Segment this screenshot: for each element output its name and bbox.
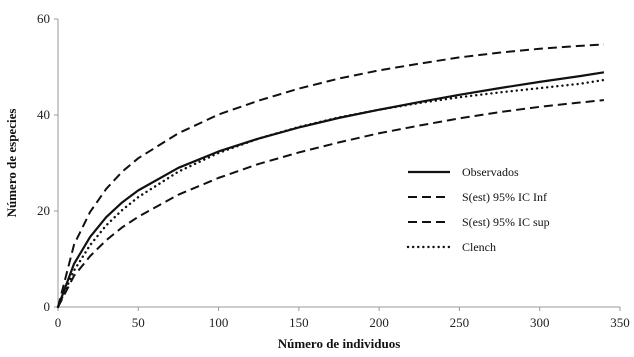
axes (54, 18, 621, 311)
y-tick-label: 20 (37, 203, 50, 218)
series-line-1 (57, 43, 604, 308)
y-tick-label: 40 (37, 107, 50, 122)
x-tick-label: 0 (55, 315, 62, 330)
tick-labels: 0 50 100 150 200 250 300 350 0 20 40 60 (37, 11, 630, 330)
legend-label-3: Clench (462, 240, 496, 254)
legend-label-2: S(est) 95% IC sup (462, 215, 550, 229)
legend: Observados S(est) 95% IC Inf S(est) 95% IC… (406, 165, 550, 254)
x-tick-label: 350 (610, 315, 630, 330)
legend-label-1: S(est) 95% IC Inf (462, 190, 547, 204)
legend-label-0: Observados (462, 165, 519, 179)
series-line-2 (57, 99, 605, 308)
y-axis-label: Número de especies (4, 109, 19, 218)
y-tick-label: 60 (37, 11, 50, 26)
x-tick-label: 150 (289, 315, 309, 330)
series-lines (56, 43, 606, 309)
x-tick-label: 300 (530, 315, 550, 330)
x-tick-label: 200 (369, 315, 389, 330)
y-tick-label: 0 (44, 299, 51, 314)
x-axis-label: Número de individuos (278, 336, 401, 351)
x-tick-label: 250 (450, 315, 470, 330)
series-line-3 (56, 78, 606, 309)
series-line-0 (56, 71, 605, 308)
x-tick-label: 100 (209, 315, 229, 330)
x-tick-label: 50 (132, 315, 145, 330)
